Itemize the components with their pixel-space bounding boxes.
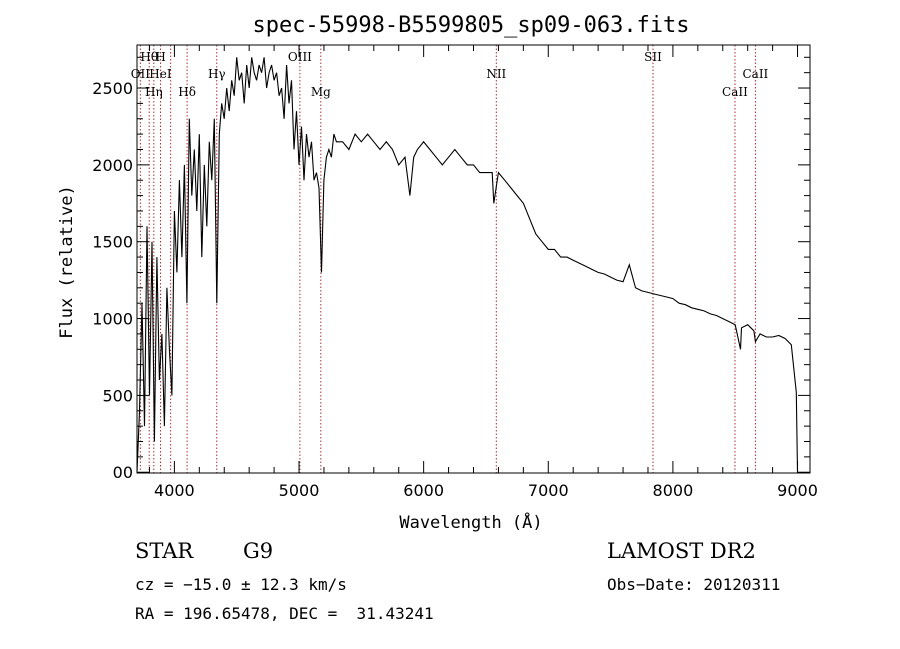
- y-tick-label-2500: 2500: [92, 79, 133, 98]
- object-type: STAR: [135, 539, 194, 563]
- line-label-11: CaII: [742, 67, 768, 81]
- line-label-0: Hθ: [140, 50, 158, 64]
- x-tick-label-8000: 8000: [653, 481, 694, 500]
- survey-name: LAMOST DR2: [607, 539, 756, 563]
- emission-line-markers: [139, 45, 756, 473]
- y-tick-label-500: 500: [102, 386, 133, 405]
- line-label-9: NII: [486, 67, 506, 81]
- line-label-8: Mg: [311, 85, 331, 99]
- x-tick-label-4000: 4000: [154, 481, 195, 500]
- line-label-4: Hη: [145, 85, 163, 99]
- x-tick-label-7000: 7000: [528, 481, 569, 500]
- y-tick-label-2000: 2000: [92, 156, 133, 175]
- redshift-cz: cz = −15.0 ± 12.3 km/s: [135, 575, 347, 594]
- line-label-12: CaII: [722, 85, 748, 99]
- line-label-3: HeI: [149, 67, 172, 81]
- chart-title: spec-55998-B5599805_sp09-063.fits: [252, 13, 689, 38]
- line-label-7: OIII: [288, 50, 312, 64]
- axis-ticks: 4000 5000 6000 7000 8000 9000 00 500 1000 1500 200…: [92, 45, 818, 500]
- x-axis-label: Wavelength (Å): [399, 511, 542, 533]
- emission-line-labels: HθH OII HeI Hη Hδ Hγ OIII Mg NII SII CaII CaII: [131, 50, 769, 99]
- y-tick-label-1000: 1000: [92, 310, 133, 329]
- y-tick-label-0: 00: [113, 463, 133, 482]
- spectrum-series-line: [136, 57, 799, 473]
- object-subclass: G9: [243, 539, 274, 563]
- y-axis-label: Flux (relative): [57, 185, 77, 339]
- coordinates: RA = 196.65478, DEC = 31.43241: [135, 604, 434, 623]
- y-tick-label-1500: 1500: [92, 233, 133, 252]
- x-tick-label-9000: 9000: [777, 481, 818, 500]
- line-label-10: SII: [644, 50, 662, 64]
- line-label-2: OII: [131, 67, 151, 81]
- line-label-6: Hγ: [208, 67, 226, 81]
- plot-frame: [136, 44, 811, 474]
- observation-date: Obs−Date: 20120311: [607, 575, 781, 594]
- x-tick-label-6000: 6000: [403, 481, 444, 500]
- line-label-5: Hδ: [178, 85, 196, 99]
- line-label-1: H: [155, 50, 165, 64]
- x-tick-label-5000: 5000: [279, 481, 320, 500]
